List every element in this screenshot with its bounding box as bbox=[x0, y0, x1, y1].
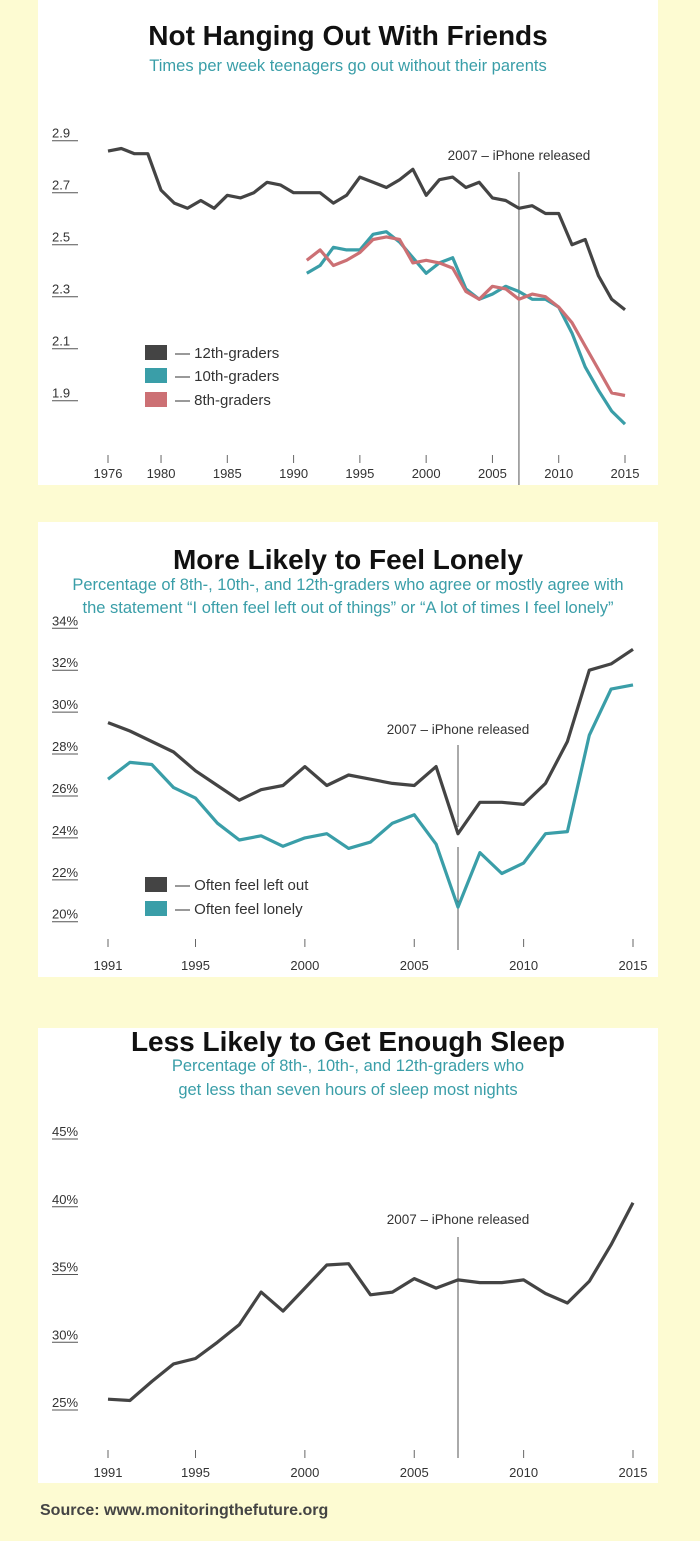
x-tick-label: 2005 bbox=[400, 958, 429, 973]
y-tick-label: 40% bbox=[52, 1192, 78, 1207]
x-tick-label: 1995 bbox=[181, 1465, 210, 1480]
chart-title: More Likely to Feel Lonely bbox=[172, 544, 524, 575]
x-tick-label: 2010 bbox=[509, 1465, 538, 1480]
x-tick-label: 2010 bbox=[544, 466, 573, 481]
source-credit: Source: www.monitoringthefuture.org bbox=[40, 1502, 329, 1519]
annotation-label: 2007 – iPhone released bbox=[387, 1212, 530, 1227]
y-tick-label: 26% bbox=[52, 781, 78, 796]
series-line bbox=[305, 235, 626, 398]
legend-label: — Often feel lonely bbox=[175, 901, 303, 918]
y-tick-label: 2.1 bbox=[52, 334, 70, 349]
chart-subtitle-line-1: Percentage of 8th-, 10th-, and 12th-grad… bbox=[72, 576, 624, 594]
x-tick-label: 1976 bbox=[94, 466, 123, 481]
y-tick-label: 28% bbox=[52, 739, 78, 754]
x-tick-label: 1995 bbox=[181, 958, 210, 973]
chart-subtitle-line-2: the statement “I often feel left out of … bbox=[82, 599, 614, 617]
x-tick-label: 1991 bbox=[94, 1465, 123, 1480]
x-tick-label: 1991 bbox=[94, 958, 123, 973]
x-tick-label: 2000 bbox=[290, 1465, 319, 1480]
y-tick-label: 20% bbox=[52, 907, 78, 922]
y-tick-label: 32% bbox=[52, 655, 78, 670]
x-tick-label: 1985 bbox=[213, 466, 242, 481]
series-line bbox=[107, 683, 634, 909]
y-tick-label: 35% bbox=[52, 1260, 78, 1275]
x-tick-label: 2005 bbox=[478, 466, 507, 481]
y-tick-label: 30% bbox=[52, 697, 78, 712]
legend-swatch bbox=[145, 877, 167, 892]
chart-panel-friends: Not Hanging Out With Friends Times per w… bbox=[38, 0, 658, 485]
chart-title: Not Hanging Out With Friends bbox=[148, 20, 548, 51]
y-tick-label: 2.3 bbox=[52, 282, 70, 297]
y-tick-label: 1.9 bbox=[52, 386, 70, 401]
x-tick-label: 2000 bbox=[290, 958, 319, 973]
x-tick-label: 2015 bbox=[619, 1465, 648, 1480]
legend-label: — 10th-graders bbox=[175, 368, 279, 385]
legend-swatch bbox=[145, 901, 167, 916]
y-tick-label: 30% bbox=[52, 1327, 78, 1342]
legend-swatch bbox=[145, 368, 167, 383]
chart-sleep: 45% 40% 35% 30% 25% 1991 1995 2000 2005 2010 2015 2… bbox=[52, 1124, 648, 1480]
y-tick-label: 45% bbox=[52, 1124, 78, 1139]
y-tick-label: 34% bbox=[52, 613, 78, 628]
x-tick-label: 1990 bbox=[279, 466, 308, 481]
x-tick-label: 2010 bbox=[509, 958, 538, 973]
chart-subtitle: Times per week teenagers go out without … bbox=[149, 57, 547, 75]
x-tick-label: 1995 bbox=[345, 466, 374, 481]
x-tick-label: 2000 bbox=[412, 466, 441, 481]
series-line bbox=[107, 647, 634, 836]
y-tick-label: 2.5 bbox=[52, 230, 70, 245]
y-tick-label: 22% bbox=[52, 865, 78, 880]
chart-friends: 2.9 2.7 2.5 2.3 2.1 1.9 1976 1980 1985 1990 1995 20… bbox=[52, 126, 640, 485]
chart-lonely: 34% 32% 30% 28% 26% 24% 22% 20% 1991 1995 2000 2005… bbox=[52, 613, 648, 973]
series-line bbox=[107, 1201, 635, 1403]
y-tick-label: 2.9 bbox=[52, 126, 70, 141]
x-tick-label: 1980 bbox=[147, 466, 176, 481]
chart-subtitle-line-1: Percentage of 8th-, 10th-, and 12th-grad… bbox=[171, 1057, 525, 1075]
legend-swatch bbox=[145, 392, 167, 407]
legend-label: — 12th-graders bbox=[175, 345, 279, 362]
y-tick-label: 2.7 bbox=[52, 178, 70, 193]
chart-panel-lonely: More Likely to Feel Lonely Percentage of… bbox=[38, 522, 658, 977]
x-tick-label: 2005 bbox=[400, 1465, 429, 1480]
annotation-label: 2007 – iPhone released bbox=[448, 148, 591, 163]
legend-label: — 8th-graders bbox=[175, 392, 271, 409]
series-line bbox=[305, 230, 627, 426]
legend-label: — Often feel left out bbox=[175, 877, 309, 894]
chart-title: Less Likely to Get Enough Sleep bbox=[130, 1026, 566, 1057]
y-tick-label: 25% bbox=[52, 1395, 78, 1410]
x-tick-label: 2015 bbox=[611, 466, 640, 481]
chart-subtitle-line-2: get less than seven hours of sleep most … bbox=[178, 1081, 518, 1099]
series-line bbox=[107, 146, 626, 311]
y-tick-label: 24% bbox=[52, 823, 78, 838]
x-tick-label: 2015 bbox=[619, 958, 648, 973]
chart-panel-sleep: Less Likely to Get Enough Sleep Percenta… bbox=[38, 1026, 658, 1483]
legend-swatch bbox=[145, 345, 167, 360]
annotation-label: 2007 – iPhone released bbox=[387, 722, 530, 737]
